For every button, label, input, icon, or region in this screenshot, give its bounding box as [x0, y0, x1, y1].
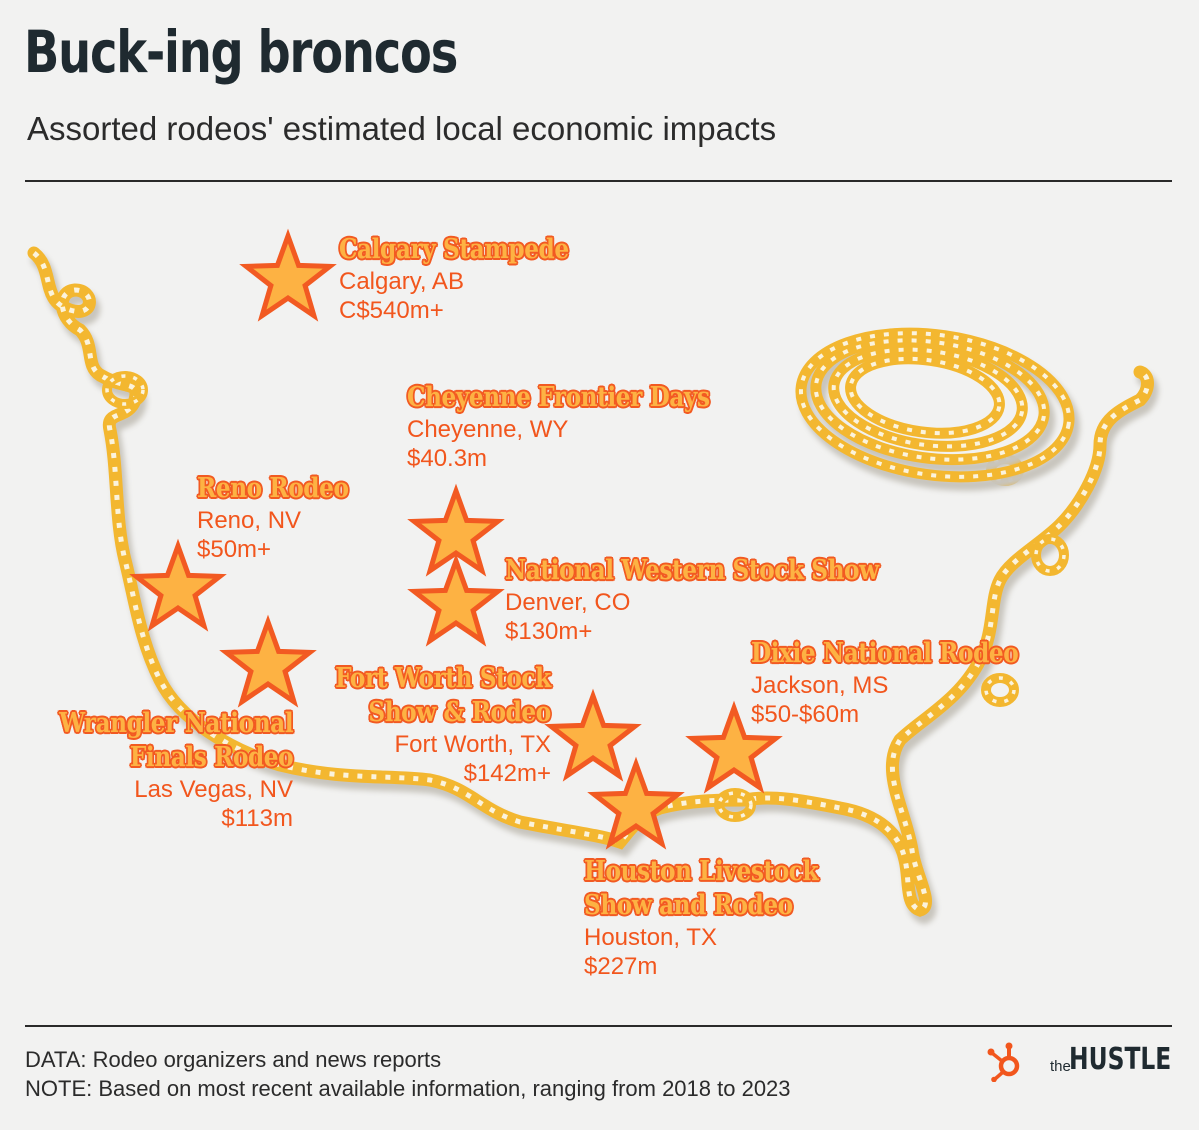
coiled-lasso — [795, 327, 1081, 491]
rodeo-impact: $40.3m — [407, 445, 488, 472]
rope-twist — [32, 251, 1150, 913]
star-las-vegas-icon — [219, 614, 317, 708]
hubspot-sprocket-icon — [987, 1042, 1020, 1082]
star-cheyenne-icon — [407, 483, 505, 577]
page-subtitle: Assorted rodeos' estimated local economi… — [27, 110, 777, 147]
rope-map — [27, 228, 1159, 925]
rodeo-place: Cheyenne, WY — [407, 416, 569, 443]
page-title: Buck-ing broncos — [24, 18, 458, 86]
rodeo-impact: $130m+ — [505, 618, 593, 645]
rodeo-impact: $227m — [584, 953, 658, 980]
rodeo-place: Jackson, MS — [751, 672, 889, 699]
data-note: NOTE: Based on most recent available inf… — [25, 1076, 791, 1101]
rodeo-name-line-2: Show & Rodeo — [368, 697, 552, 728]
rodeo-name-line-1: Fort Worth Stock — [335, 663, 551, 694]
rodeo-name: National Western Stock Show — [505, 555, 879, 586]
star-jackson-icon — [685, 700, 783, 794]
rodeo-name: Reno Rodeo — [197, 473, 349, 504]
rodeo-place: Denver, CO — [505, 589, 631, 616]
rodeo-markers — [129, 228, 783, 850]
star-houston-icon — [587, 756, 685, 850]
rodeo-label-jackson: Dixie National Rodeo Jackson, MS $50-$60… — [751, 637, 1062, 729]
rodeo-impact: $113m — [221, 805, 293, 832]
rodeo-name-line-2: Show and Rodeo — [584, 890, 793, 921]
star-fort-worth-icon — [544, 688, 642, 782]
rodeo-name: Dixie National Rodeo — [751, 638, 1019, 669]
data-source: DATA: Rodeo organizers and news reports — [25, 1047, 442, 1072]
rodeo-label-denver: National Western Stock Show Denver, CO $… — [505, 554, 940, 646]
star-denver-icon — [407, 553, 505, 647]
rodeo-place: Reno, NV — [197, 507, 302, 534]
rodeo-label-cheyenne: Cheyenne Frontier Days Cheyenne, WY $40.… — [407, 381, 759, 473]
rodeo-place: Las Vegas, NV — [134, 776, 293, 803]
rodeo-label-las-vegas: Wrangler National Finals Rodeo Las Vegas… — [21, 707, 294, 833]
rodeo-name-line-2: Finals Rodeo — [129, 742, 294, 773]
rodeo-place: Houston, TX — [584, 924, 717, 951]
rodeo-place: Calgary, AB — [339, 268, 464, 295]
rodeo-label-fort-worth: Fort Worth Stock Show & Rodeo Fort Worth… — [300, 662, 551, 788]
rodeo-impact: $50-$60m — [751, 701, 860, 728]
brand-prefix: the — [1050, 1058, 1071, 1075]
rodeo-impact: C$540m+ — [339, 297, 444, 324]
rodeo-impact: $50m+ — [197, 536, 272, 563]
rodeo-label-houston: Houston Livestock Show and Rodeo Houston… — [584, 855, 856, 981]
header-divider — [25, 180, 1172, 182]
star-reno-icon — [129, 538, 227, 632]
rodeo-name-line-1: Wrangler National — [58, 708, 294, 739]
rodeo-impact: $142m+ — [463, 760, 551, 787]
rodeo-name: Calgary Stampede — [339, 234, 569, 265]
rodeo-place: Fort Worth, TX — [394, 731, 551, 758]
brand-name: HUSTLE — [1069, 1042, 1172, 1077]
footer-divider — [25, 1025, 1172, 1027]
brand-logo: the HUSTLE — [985, 1038, 1175, 1082]
star-calgary-icon — [239, 228, 337, 322]
rodeo-label-calgary: Calgary Stampede Calgary, AB C$540m+ — [339, 233, 606, 325]
rodeo-label-reno: Reno Rodeo Reno, NV $50m+ — [197, 472, 373, 564]
rodeo-name: Cheyenne Frontier Days — [407, 382, 710, 413]
rodeo-name-line-1: Houston Livestock — [584, 856, 819, 887]
